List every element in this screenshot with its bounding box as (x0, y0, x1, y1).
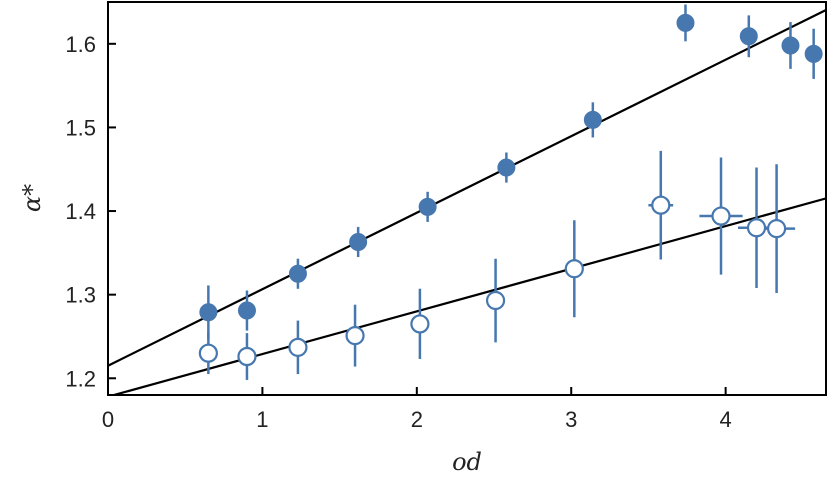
data-point-open (485, 290, 506, 311)
data-point-open (288, 337, 308, 357)
data-point-filled (237, 301, 256, 320)
data-point-filled (676, 13, 695, 32)
x-tick-label: 1 (256, 407, 268, 432)
data-point-filled (418, 197, 437, 216)
y-tick-label: 1.2 (65, 366, 96, 391)
x-axis-ticks: 0 1 2 3 4 (102, 387, 732, 432)
data-point-open (237, 346, 257, 367)
data-point-filled (288, 264, 307, 283)
data-point-open (564, 259, 584, 279)
data-point-open (410, 314, 430, 334)
y-tick-label: 1.5 (65, 115, 96, 140)
x-tick-label: 3 (565, 407, 577, 432)
data-point-filled (497, 158, 516, 177)
data-point-filled (781, 36, 800, 55)
data-markers (198, 13, 823, 367)
y-axis-label: α* (18, 184, 46, 212)
y-tick-label: 1.6 (65, 32, 96, 57)
data-point-open (766, 219, 787, 239)
data-point-filled (583, 110, 602, 129)
data-point-open (711, 206, 731, 226)
data-point-filled (199, 303, 218, 322)
data-point-filled (739, 27, 758, 46)
y-tick-label: 1.4 (65, 199, 96, 224)
data-point-open (345, 326, 365, 346)
x-tick-label: 0 (102, 407, 114, 432)
data-point-open (746, 218, 767, 238)
data-point-open (651, 195, 671, 215)
x-tick-label: 4 (720, 407, 732, 432)
data-point-filled (349, 232, 368, 251)
y-axis-ticks: 1.2 1.3 1.4 1.5 1.6 (65, 32, 116, 391)
fit-lines (108, 8, 826, 395)
plot-frame (107, 1, 827, 396)
data-point-filled (804, 44, 823, 63)
x-axis-label: od (452, 448, 482, 476)
x-tick-label: 2 (411, 407, 423, 432)
fit-line-series-1 (108, 8, 826, 367)
fit-line-series-2 (109, 197, 826, 395)
y-tick-label: 1.3 (65, 283, 96, 308)
data-point-open (198, 343, 218, 363)
